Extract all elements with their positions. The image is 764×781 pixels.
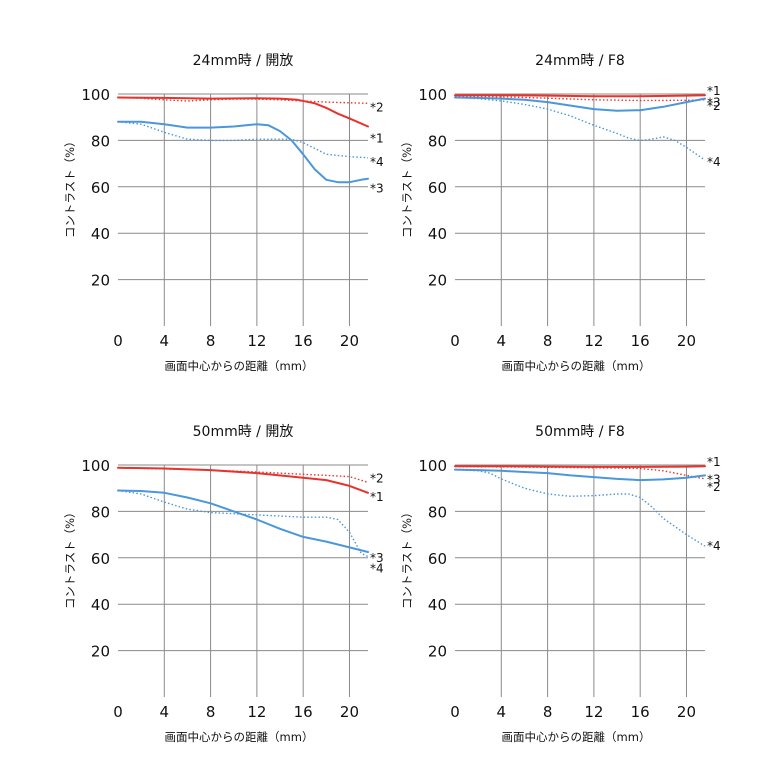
chart-panel: 24mm時 / F8 20 40 60 80 100 0 4 8 12 16 20 画面中心からの距離（… (400, 53, 721, 373)
y-tick-label: 20 (428, 272, 447, 290)
y-tick-label: 60 (428, 179, 447, 197)
y-tick-label: 40 (428, 596, 447, 614)
chart-title: 24mm時 / F8 (535, 53, 625, 69)
y-tick-label: 80 (91, 503, 110, 521)
series-line (454, 96, 706, 112)
y-tick-label: 20 (91, 643, 110, 661)
y-tick-label: 40 (428, 225, 447, 243)
series-label: *3 (370, 182, 384, 196)
x-axis-label: 画面中心からの距離（mm） (165, 359, 314, 373)
x-tick-label: 0 (113, 332, 123, 350)
chart-panel: 50mm時 / 開放 20 40 60 80 100 0 4 8 12 16 20 画面中心からの距離（… (63, 424, 384, 744)
x-tick-label: 12 (247, 332, 266, 350)
x-tick-label: 12 (584, 703, 603, 721)
y-axis-label: コントラスト（%） (63, 506, 77, 609)
series-label: *3 (370, 551, 384, 565)
series-label: *1 (707, 455, 721, 469)
x-tick-label: 0 (450, 332, 460, 350)
y-tick-label: 100 (418, 86, 447, 104)
series-label: *4 (707, 539, 721, 553)
series-line (117, 489, 369, 553)
series-line (117, 466, 369, 494)
series-line (117, 121, 369, 159)
y-tick-label: 40 (91, 225, 110, 243)
series-line (454, 94, 706, 98)
x-tick-label: 20 (677, 332, 696, 350)
series-line (117, 120, 369, 184)
series-line (454, 96, 706, 161)
series-label: *2 (370, 471, 384, 485)
y-tick-label: 100 (418, 457, 447, 475)
series-label: *2 (707, 480, 721, 494)
y-tick-label: 100 (81, 457, 110, 475)
series-line (454, 468, 706, 482)
series-label: *1 (370, 490, 384, 504)
y-tick-label: 100 (81, 86, 110, 104)
series-line (117, 96, 369, 104)
series-label: *2 (370, 100, 384, 114)
x-tick-label: 12 (247, 703, 266, 721)
x-axis-label: 画面中心からの距離（mm） (165, 730, 314, 744)
series-line (117, 96, 369, 128)
y-axis-label: コントラスト（%） (400, 135, 414, 238)
chart-title: 50mm時 / 開放 (193, 424, 294, 440)
y-tick-label: 80 (91, 132, 110, 150)
series-label: *1 (370, 131, 384, 145)
y-tick-label: 20 (428, 643, 447, 661)
x-tick-label: 20 (677, 703, 696, 721)
y-tick-label: 60 (428, 550, 447, 568)
x-axis-label: 画面中心からの距離（mm） (502, 359, 651, 373)
y-tick-label: 80 (428, 503, 447, 521)
series-label: *4 (370, 562, 384, 576)
x-axis-label: 画面中心からの距離（mm） (502, 730, 651, 744)
x-tick-label: 12 (584, 332, 603, 350)
chart-panel: 24mm時 / 開放 20 40 60 80 100 0 4 8 12 16 20 画面中心からの距離（… (63, 53, 384, 373)
y-tick-label: 80 (428, 132, 447, 150)
chart-title: 24mm時 / 開放 (193, 53, 294, 69)
x-tick-label: 8 (543, 332, 553, 350)
chart-title: 50mm時 / F8 (535, 424, 625, 440)
chart-panel: 50mm時 / F8 20 40 60 80 100 0 4 8 12 16 20 画面中心からの距離（… (400, 424, 721, 744)
series-line (454, 465, 706, 468)
x-tick-label: 16 (294, 332, 313, 350)
x-tick-label: 4 (160, 332, 170, 350)
series-label: *1 (707, 84, 721, 98)
series-label: *2 (707, 99, 721, 113)
series-line (117, 489, 369, 558)
series-label: *4 (707, 155, 721, 169)
y-axis-label: コントラスト（%） (400, 506, 414, 609)
x-tick-label: 16 (294, 703, 313, 721)
x-tick-label: 4 (160, 703, 170, 721)
series-label: *3 (707, 472, 721, 486)
y-tick-label: 20 (91, 272, 110, 290)
y-tick-label: 60 (91, 550, 110, 568)
x-tick-label: 8 (206, 703, 216, 721)
x-tick-label: 8 (206, 332, 216, 350)
x-tick-label: 8 (543, 703, 553, 721)
series-label: *3 (707, 96, 721, 110)
x-tick-label: 0 (450, 703, 460, 721)
x-tick-label: 20 (340, 703, 359, 721)
x-tick-label: 4 (497, 332, 507, 350)
x-tick-label: 20 (340, 332, 359, 350)
x-tick-label: 4 (497, 703, 507, 721)
series-line (454, 468, 706, 547)
x-tick-label: 16 (631, 703, 650, 721)
series-label: *4 (370, 155, 384, 169)
x-tick-label: 16 (631, 332, 650, 350)
y-axis-label: コントラスト（%） (63, 135, 77, 238)
x-tick-label: 0 (113, 703, 123, 721)
y-tick-label: 40 (91, 596, 110, 614)
y-tick-label: 60 (91, 179, 110, 197)
